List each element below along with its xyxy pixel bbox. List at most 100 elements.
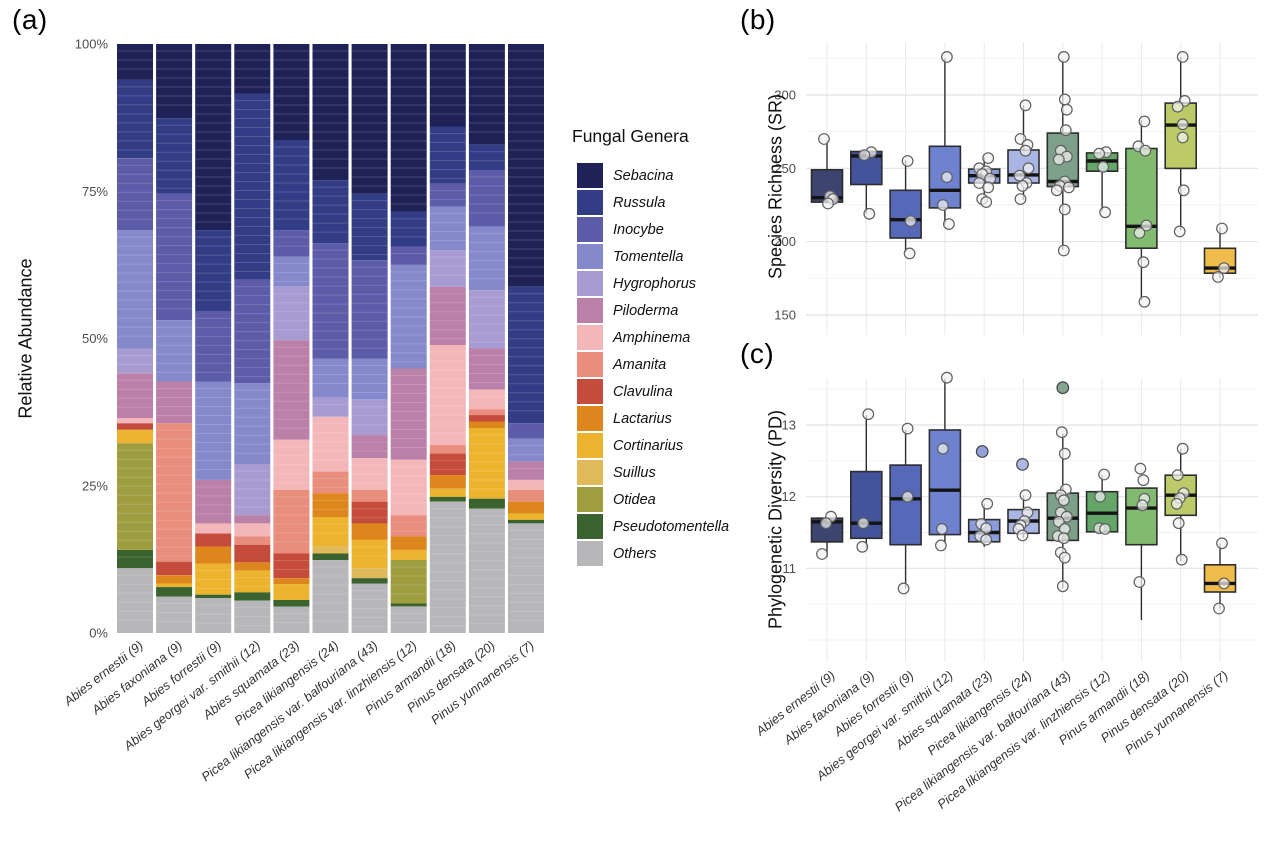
- segment-inocybe: [273, 230, 310, 257]
- data-point: [901, 155, 914, 167]
- segment-clavulina: [468, 415, 505, 422]
- segment-clavulina: [273, 553, 310, 579]
- panel-b-y-tick: 250: [774, 161, 796, 176]
- segment-sebacina: [156, 44, 193, 119]
- segment-cortinarius: [429, 488, 466, 497]
- data-point: [1058, 93, 1071, 106]
- segment-pseudotomentella: [312, 553, 349, 560]
- legend-item-inocybe: Inocybe: [577, 216, 729, 243]
- box-b-pinus-yunnanensis-7: [1203, 222, 1237, 283]
- segment-amanita: [273, 489, 310, 554]
- data-point: [818, 133, 830, 145]
- box-c-abies-forrestii-9: [889, 422, 922, 595]
- segment-amphinema: [429, 345, 466, 446]
- data-point: [856, 540, 869, 553]
- data-point: [1216, 222, 1228, 235]
- segment-suillus: [312, 546, 349, 554]
- outlier-point: [975, 445, 989, 458]
- iqr-box: [889, 464, 922, 546]
- segment-tomentella: [117, 230, 153, 349]
- legend-item-hygrophorus: Hygrophorus: [577, 270, 729, 297]
- segment-sebacina: [508, 44, 544, 287]
- segment-clavulina: [156, 561, 193, 576]
- segment-tomentella: [312, 358, 349, 398]
- box-b-pinus-densata-20: [1164, 51, 1197, 238]
- segment-hygrophorus: [117, 348, 153, 374]
- box-c-abies-squamata-23: [967, 445, 1001, 547]
- legend-item-piloderma: Piloderma: [577, 297, 729, 324]
- segment-amanita: [351, 489, 388, 502]
- panel-b-y-tick: 150: [774, 308, 796, 323]
- data-point: [1057, 532, 1070, 545]
- segment-amphinema: [508, 479, 544, 490]
- segment-tomentella: [351, 358, 388, 400]
- data-point: [980, 533, 993, 546]
- segment-russula: [156, 118, 193, 194]
- segment-amanita: [468, 409, 505, 416]
- box-b-abies-squamata-23: [967, 152, 1001, 209]
- segment-amphinema: [273, 439, 310, 490]
- data-point: [982, 181, 995, 194]
- segment-pseudotomentella: [156, 587, 193, 597]
- box-c-picea-likiangensis-24: [1007, 458, 1040, 542]
- legend-swatch-amphinema: [577, 325, 603, 350]
- data-point: [1218, 577, 1230, 590]
- segment-inocybe: [195, 311, 232, 382]
- segment-others: [273, 606, 310, 633]
- data-point: [863, 207, 876, 220]
- box-c-picea-likiangensis-var-balfouriana-43: [1046, 381, 1080, 593]
- data-point: [1014, 193, 1027, 206]
- iqr-box: [849, 470, 883, 540]
- segment-lactarius: [468, 421, 505, 428]
- box-c-pinus-armandii-18: [1125, 462, 1158, 620]
- data-point: [1097, 160, 1109, 173]
- bar-abies-squamata-23: [273, 44, 310, 633]
- legend-label: Suillus: [613, 464, 656, 481]
- segment-russula: [312, 180, 349, 244]
- data-point: [1019, 99, 1032, 112]
- data-point: [941, 371, 953, 384]
- segment-cortinarius: [234, 570, 271, 593]
- legend-item-clavulina: Clavulina: [577, 378, 729, 405]
- legend-item-amanita: Amanita: [577, 351, 729, 378]
- segment-tomentella: [156, 320, 193, 382]
- legend-swatch-others: [577, 541, 603, 566]
- segment-sebacina: [390, 44, 427, 212]
- segment-clavulina: [429, 453, 466, 476]
- data-point: [1173, 225, 1186, 238]
- segment-amanita: [429, 445, 466, 454]
- segment-amphinema: [195, 523, 232, 534]
- segment-amanita: [312, 471, 349, 494]
- segment-amphinema: [234, 523, 271, 537]
- segment-russula: [429, 126, 466, 184]
- segment-russula: [195, 230, 232, 312]
- panel-a-y-axis-title: Relative Abundance: [15, 258, 36, 419]
- legend-title: Fungal Genera: [572, 126, 689, 146]
- segment-cortinarius: [351, 539, 388, 569]
- segment-others: [156, 596, 193, 633]
- bar-pinus-armandii-18: [429, 44, 466, 633]
- outlier-point: [1056, 381, 1070, 395]
- data-point: [1176, 442, 1189, 455]
- box-c-abies-georgei-var-smithii-12: [928, 371, 962, 552]
- segment-cortinarius: [508, 513, 544, 520]
- bar-abies-ernestii-9: [117, 44, 153, 633]
- data-point: [1137, 256, 1150, 269]
- segment-inocybe: [351, 260, 388, 359]
- segment-tomentella: [508, 438, 544, 462]
- segment-amanita: [508, 489, 544, 502]
- segment-lactarius: [234, 562, 271, 571]
- data-point: [1176, 118, 1189, 131]
- outlier-point: [1016, 458, 1029, 471]
- data-point: [981, 497, 994, 510]
- panel-a-y-tick: 0%: [89, 626, 108, 641]
- legend-item-tomentella: Tomentella: [577, 243, 729, 270]
- segment-clavulina: [234, 544, 271, 563]
- data-point: [1059, 124, 1072, 137]
- data-point: [1016, 179, 1029, 192]
- segment-cortinarius: [273, 584, 310, 600]
- segment-russula: [117, 79, 153, 159]
- data-point: [1019, 489, 1032, 502]
- data-point: [1177, 184, 1190, 197]
- segment-sebacina: [234, 44, 271, 94]
